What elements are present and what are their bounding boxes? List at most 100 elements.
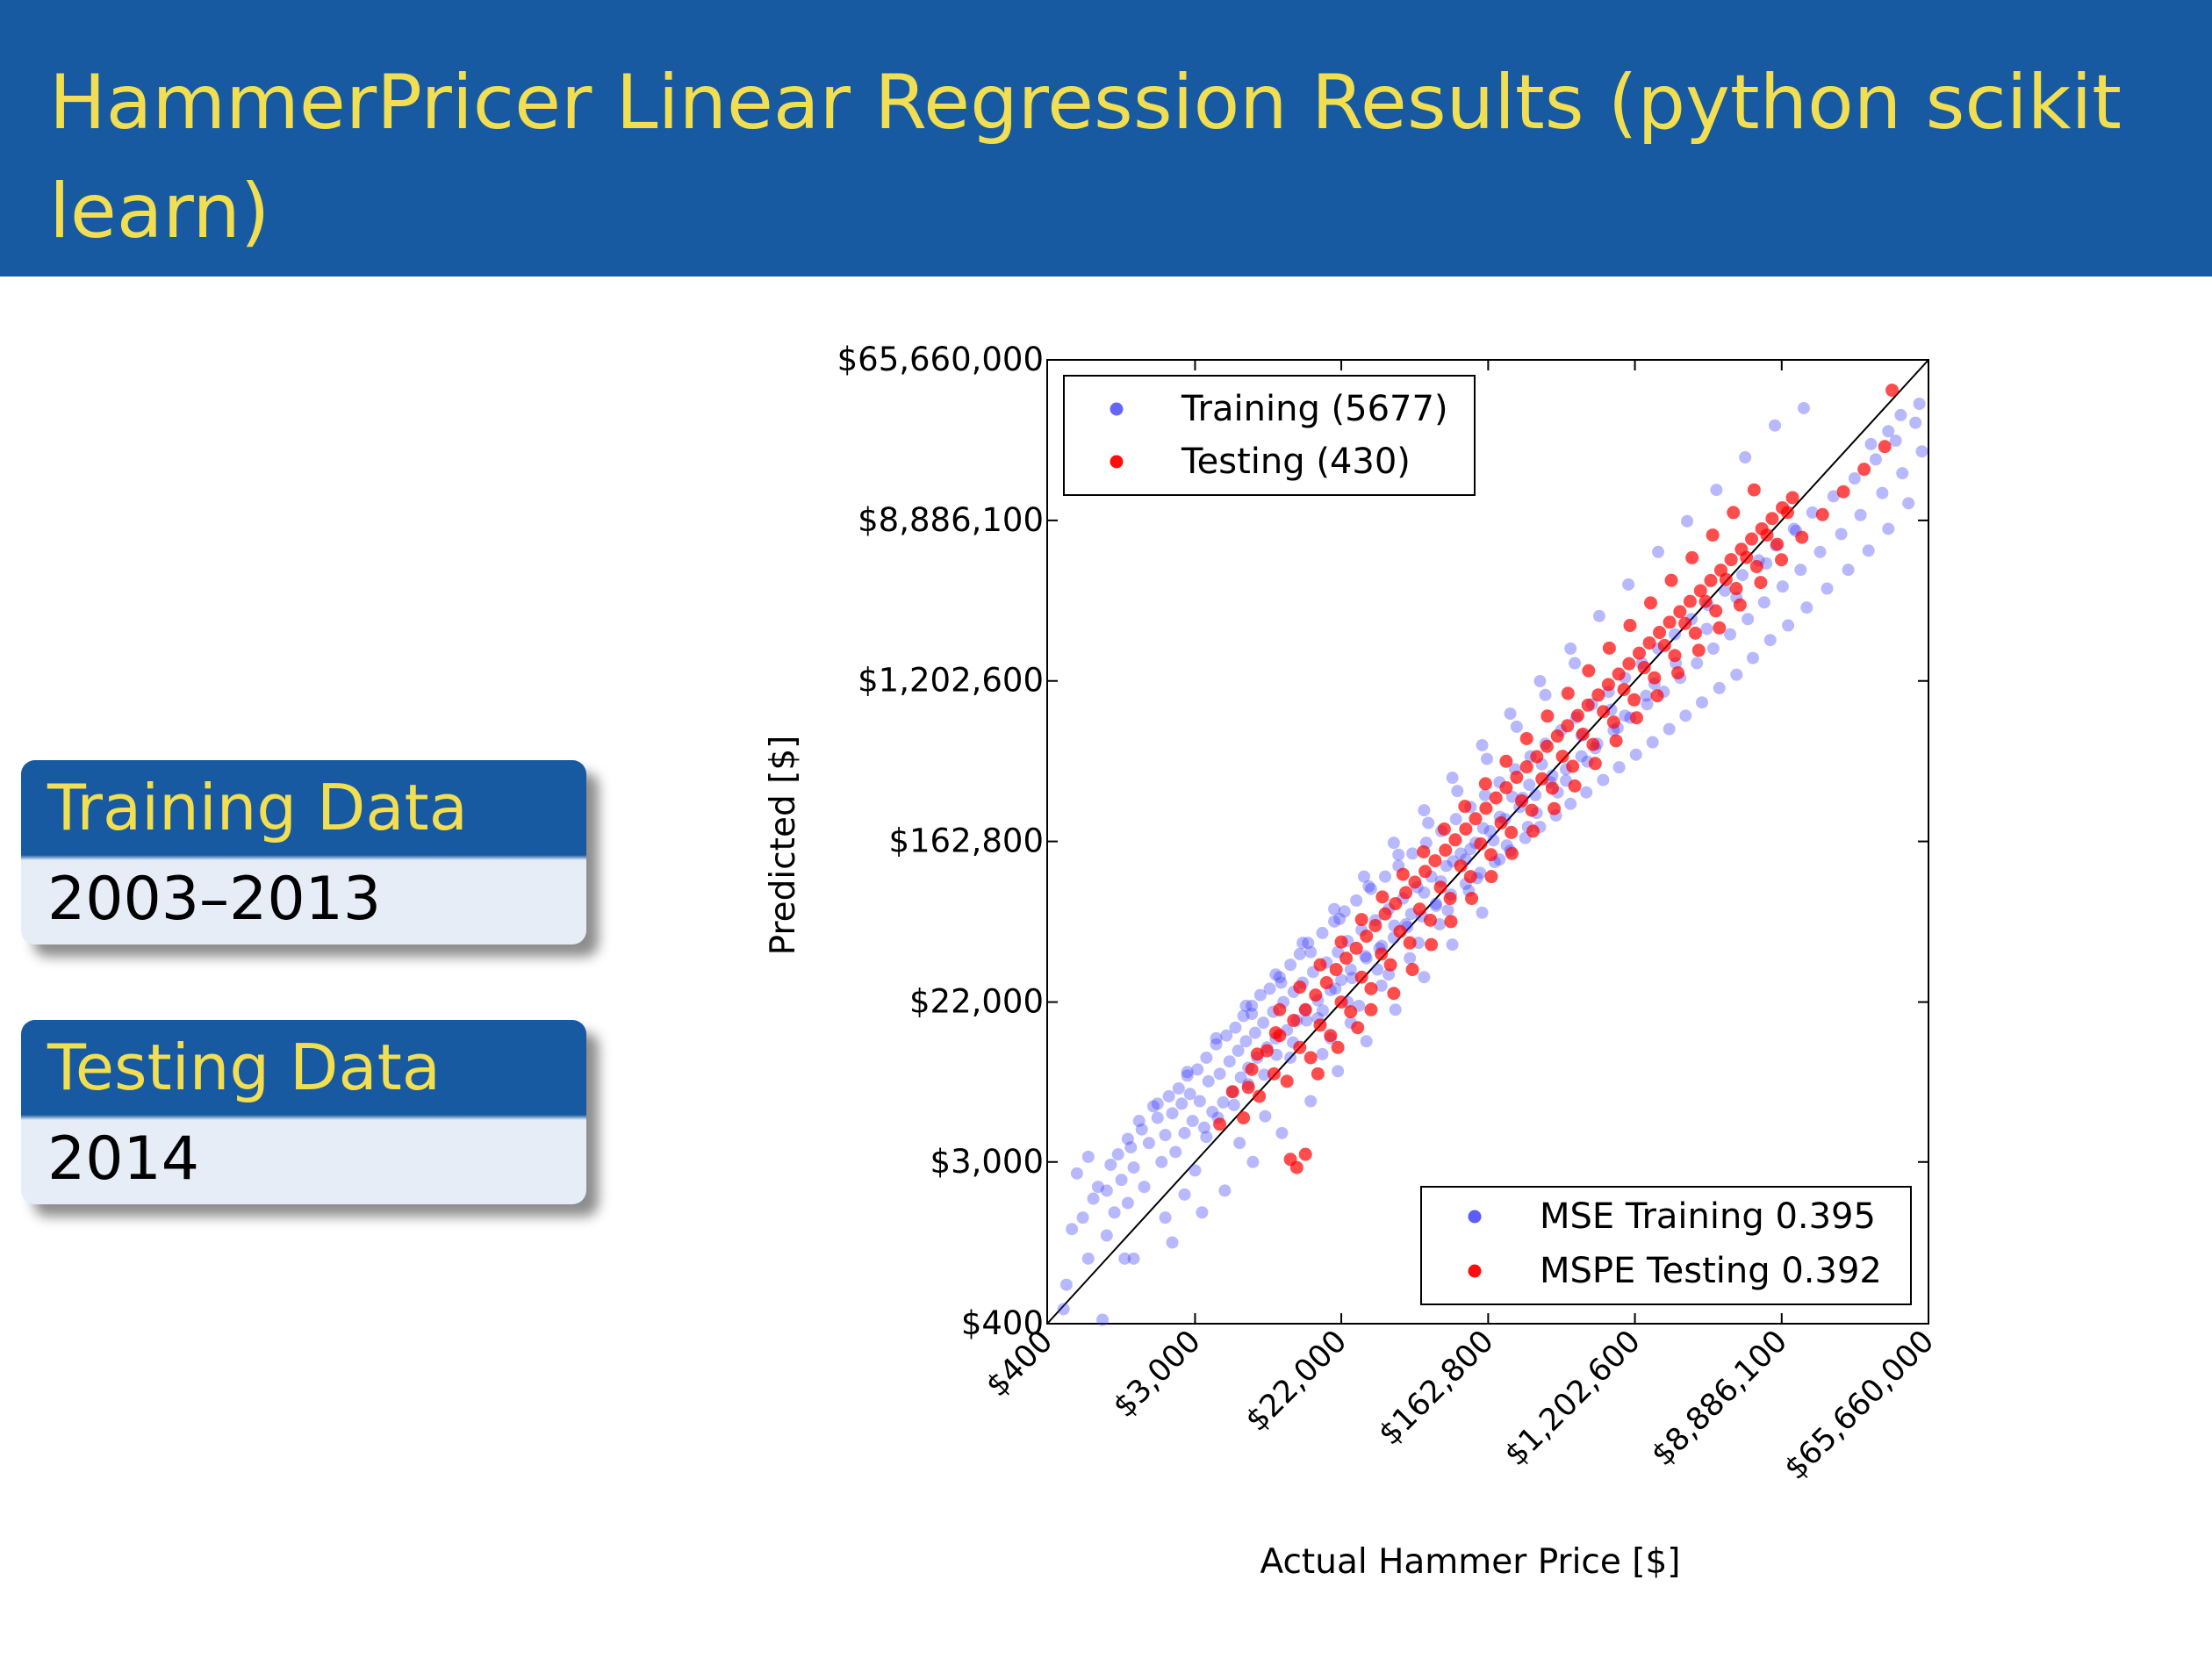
y-tick-label: $162,800	[888, 822, 1044, 860]
training-point	[1246, 1007, 1259, 1020]
testing-point	[1576, 727, 1590, 741]
testing-point	[1623, 619, 1637, 633]
training-point	[1679, 709, 1692, 722]
training-point	[1302, 937, 1315, 950]
training-point	[1446, 938, 1459, 952]
testing-point	[1719, 572, 1733, 586]
testing-point	[1505, 846, 1519, 860]
training-point	[1813, 545, 1827, 558]
training-point	[1229, 1021, 1242, 1034]
testing-point	[1408, 875, 1422, 889]
training-point	[1263, 982, 1276, 995]
testing-point	[1733, 598, 1747, 612]
testing-point	[1329, 963, 1343, 977]
training-point	[1127, 1161, 1140, 1174]
training-point	[1210, 1031, 1223, 1045]
training-point	[1640, 689, 1653, 702]
x-tick-label: $65,660,000	[1778, 1324, 1942, 1487]
testing-point	[1280, 1074, 1294, 1088]
training-point	[1350, 894, 1363, 907]
training-point	[1081, 1150, 1095, 1163]
training-point	[1142, 1137, 1155, 1150]
testing-point	[1213, 1117, 1227, 1131]
testing-point	[1378, 907, 1392, 921]
training-point	[1691, 657, 1704, 670]
testing-point	[1642, 636, 1656, 650]
testing-point	[1444, 915, 1458, 929]
testing-point	[1298, 1002, 1312, 1016]
training-point	[1782, 619, 1795, 632]
training-point	[1227, 1098, 1240, 1111]
testing-point	[1425, 937, 1439, 952]
testing-point	[1671, 666, 1685, 680]
training-point	[1210, 1038, 1223, 1051]
testing-point	[1403, 936, 1417, 950]
training-point	[1304, 1095, 1318, 1108]
testing-point	[1494, 816, 1508, 830]
training-point	[1248, 1026, 1261, 1039]
training-point	[1864, 437, 1878, 450]
testing-point	[1568, 779, 1582, 793]
testing-point	[1287, 1014, 1301, 1028]
training-point	[1328, 902, 1341, 916]
training-point	[1233, 1137, 1246, 1150]
training-point	[1422, 816, 1435, 830]
testing-point	[1683, 594, 1697, 608]
training-point	[1127, 1252, 1140, 1265]
training-point	[1138, 1181, 1151, 1194]
testing-point	[1664, 573, 1678, 587]
training-point	[1070, 1167, 1083, 1180]
testing-point	[1364, 981, 1378, 995]
testing-point	[1663, 615, 1677, 629]
training-point	[1882, 425, 1895, 438]
testing-point	[1609, 734, 1623, 748]
training-point	[1404, 952, 1417, 965]
training-point	[1200, 1131, 1213, 1144]
testing-point	[1484, 848, 1498, 862]
testing-point	[1499, 780, 1513, 794]
training-point	[1275, 976, 1288, 989]
testing-point	[1417, 844, 1431, 858]
training-point	[1057, 1303, 1070, 1316]
training-point	[1166, 1107, 1179, 1120]
training-point	[1146, 1100, 1160, 1113]
training-point	[1169, 1146, 1182, 1159]
testing-point	[1525, 803, 1539, 817]
y-axis-label: Predicted [$]	[764, 736, 803, 956]
training-point	[1066, 1223, 1079, 1236]
testing-point	[1713, 621, 1727, 635]
training-point	[1257, 1016, 1270, 1030]
testing-point	[1448, 833, 1462, 847]
testing-point	[1550, 729, 1564, 743]
testing-point	[1691, 643, 1706, 657]
training-point	[1284, 959, 1297, 972]
training-point	[1564, 642, 1577, 655]
testing-point	[1775, 553, 1789, 567]
testing-point	[1566, 759, 1580, 773]
training-point	[1776, 580, 1789, 593]
training-point	[1739, 451, 1752, 464]
testing-point	[1387, 987, 1401, 1001]
testing-point	[1349, 941, 1363, 955]
testing-point	[1459, 822, 1473, 836]
training-point	[1059, 1278, 1073, 1291]
training-point	[1418, 971, 1431, 984]
testing-point	[1561, 719, 1575, 733]
testing-point	[1393, 924, 1407, 938]
training-point	[1763, 634, 1777, 647]
testing-point	[1289, 1160, 1304, 1174]
training-point	[1706, 642, 1720, 655]
training-point	[1178, 1126, 1191, 1139]
testing-point	[1698, 594, 1713, 608]
training-point	[1476, 822, 1490, 835]
training-point	[1915, 445, 1928, 458]
testing-point	[1581, 698, 1595, 712]
training-point	[1135, 1123, 1148, 1136]
training-point	[1316, 1004, 1329, 1017]
training-point	[1202, 1074, 1215, 1088]
training-point	[1446, 772, 1459, 785]
training-point	[1151, 1097, 1164, 1110]
testing-point	[1273, 1002, 1287, 1016]
x-tick-label: $3,000	[1107, 1324, 1208, 1425]
testing-point	[1313, 1018, 1327, 1032]
